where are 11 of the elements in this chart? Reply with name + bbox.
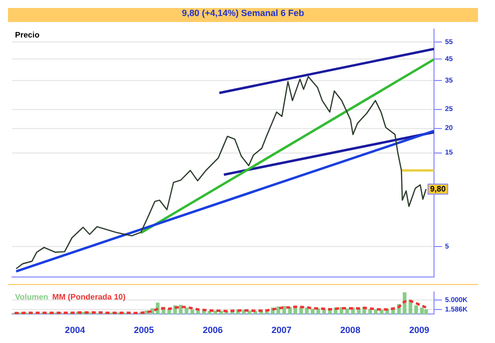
series-label: MM (Ponderada 10) [52,292,126,302]
x-tick-label: 2008 [340,325,360,336]
data-label: 9,80 [430,184,446,194]
chart-title: 9,80 (+4,14%) Semanal 6 Feb [180,8,306,18]
series-label: Volumen [15,292,48,302]
x-tick-label: 2007 [272,325,292,336]
y-axis-title: Precio [15,30,40,40]
x-tick-label: 2009 [409,325,430,336]
x-tick-label: 2005 [134,325,154,336]
x-tick-label: 2004 [64,325,85,336]
x-tick-label: 2006 [202,325,223,336]
